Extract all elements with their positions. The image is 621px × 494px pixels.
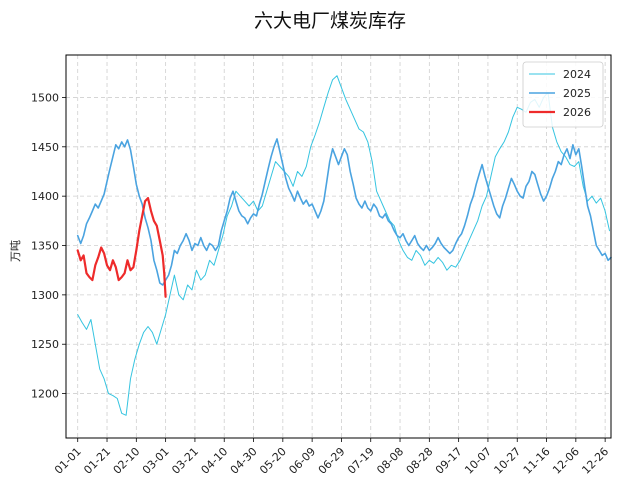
x-tick-label: 08-28	[404, 445, 436, 477]
y-axis: 1200 1250 1300 1350 1400 1450 1500	[31, 91, 66, 401]
x-tick-label: 03-21	[169, 445, 201, 477]
legend: 2024 2025 2026	[522, 61, 604, 128]
series-line-2024	[77, 75, 610, 416]
legend-label-2024: 2024	[563, 68, 591, 81]
x-tick-label: 09-17	[433, 445, 465, 477]
x-tick-label: 01-01	[52, 445, 84, 477]
x-tick-label: 02-10	[111, 445, 143, 477]
series-line-2026	[76, 197, 167, 298]
x-tick-label: 10-27	[492, 445, 524, 477]
x-tick-label: 10-07	[462, 445, 494, 477]
y-tick-label: 1500	[31, 91, 59, 104]
x-tick-label: 03-01	[140, 445, 172, 477]
x-tick-label: 12-26	[579, 445, 611, 477]
y-tick-label: 1450	[31, 141, 59, 154]
x-tick-label: 04-10	[199, 445, 231, 477]
legend-box	[522, 61, 604, 128]
x-tick-label: 12-06	[550, 445, 582, 477]
x-tick-label: 06-29	[316, 445, 348, 477]
chart-title: 六大电厂煤炭库存	[254, 10, 406, 32]
legend-label-2026: 2026	[563, 106, 591, 119]
y-axis-title: 万吨	[9, 240, 22, 262]
y-tick-label: 1300	[31, 289, 59, 302]
y-tick-label: 1200	[31, 388, 59, 401]
x-tick-label: 11-16	[521, 445, 553, 477]
x-tick-label: 05-20	[257, 445, 289, 477]
y-tick-label: 1400	[31, 190, 59, 203]
x-tick-label: 08-08	[374, 445, 406, 477]
plot-area-frame	[65, 54, 612, 439]
series-lines	[76, 75, 612, 416]
y-tick-label: 1250	[31, 338, 59, 351]
x-tick-label: 01-21	[81, 445, 113, 477]
y-tick-label: 1350	[31, 240, 59, 253]
series-line-2025	[76, 138, 612, 286]
x-axis: 01-0101-2102-1003-0103-2104-1004-3005-20…	[52, 438, 611, 477]
x-tick-label: 06-09	[286, 445, 318, 477]
x-tick-label: 04-30	[228, 445, 260, 477]
x-tick-label: 07-19	[345, 445, 377, 477]
legend-label-2025: 2025	[563, 87, 591, 100]
grid-lines	[66, 55, 611, 438]
